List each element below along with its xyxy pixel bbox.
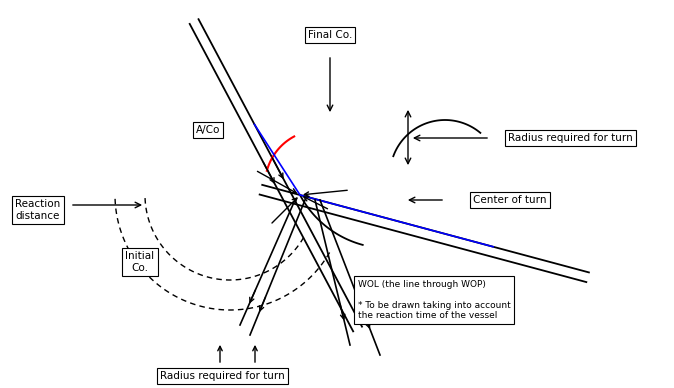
Text: A/Co: A/Co bbox=[196, 125, 220, 135]
Text: Initial
Co.: Initial Co. bbox=[125, 251, 154, 273]
Text: Radius required for turn: Radius required for turn bbox=[160, 371, 284, 381]
Text: Final Co.: Final Co. bbox=[308, 30, 353, 40]
Text: Center of turn: Center of turn bbox=[473, 195, 547, 205]
Text: Radius required for turn: Radius required for turn bbox=[508, 133, 632, 143]
Text: WOL (the line through WOP)

* To be drawn taking into account
the reaction time : WOL (the line through WOP) * To be drawn… bbox=[358, 280, 511, 320]
Text: Reaction
distance: Reaction distance bbox=[16, 199, 61, 221]
